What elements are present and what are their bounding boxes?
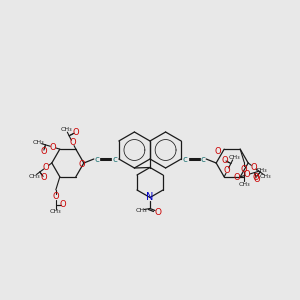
Text: CH₃: CH₃ bbox=[33, 140, 45, 145]
Text: c: c bbox=[183, 154, 188, 164]
Text: c: c bbox=[201, 154, 206, 164]
Text: O: O bbox=[244, 170, 250, 179]
Text: CH₃: CH₃ bbox=[228, 155, 240, 160]
Text: O: O bbox=[59, 200, 66, 209]
Text: O: O bbox=[253, 173, 259, 182]
Text: CH₃: CH₃ bbox=[135, 208, 147, 213]
Text: O: O bbox=[234, 172, 241, 182]
Text: O: O bbox=[72, 128, 79, 137]
Text: O: O bbox=[43, 163, 50, 172]
Text: CH₃: CH₃ bbox=[50, 209, 61, 214]
Text: c: c bbox=[94, 154, 99, 164]
Text: O: O bbox=[50, 142, 56, 152]
Text: CH₃: CH₃ bbox=[60, 127, 72, 132]
Text: CH₃: CH₃ bbox=[28, 174, 40, 179]
Text: CH₃: CH₃ bbox=[260, 174, 272, 179]
Text: O: O bbox=[69, 138, 76, 147]
Text: N: N bbox=[146, 193, 154, 202]
Text: O: O bbox=[253, 175, 260, 184]
Text: O: O bbox=[241, 165, 247, 174]
Text: O: O bbox=[154, 208, 161, 217]
Text: O: O bbox=[250, 163, 257, 172]
Text: CH₃: CH₃ bbox=[238, 182, 250, 187]
Text: O: O bbox=[224, 166, 231, 175]
Text: O: O bbox=[221, 156, 228, 165]
Text: c: c bbox=[112, 154, 117, 164]
Text: O: O bbox=[215, 147, 221, 156]
Text: O: O bbox=[52, 192, 59, 201]
Text: CH₃: CH₃ bbox=[255, 168, 267, 173]
Text: O: O bbox=[40, 147, 47, 156]
Text: O: O bbox=[41, 173, 47, 182]
Text: O: O bbox=[79, 160, 85, 169]
